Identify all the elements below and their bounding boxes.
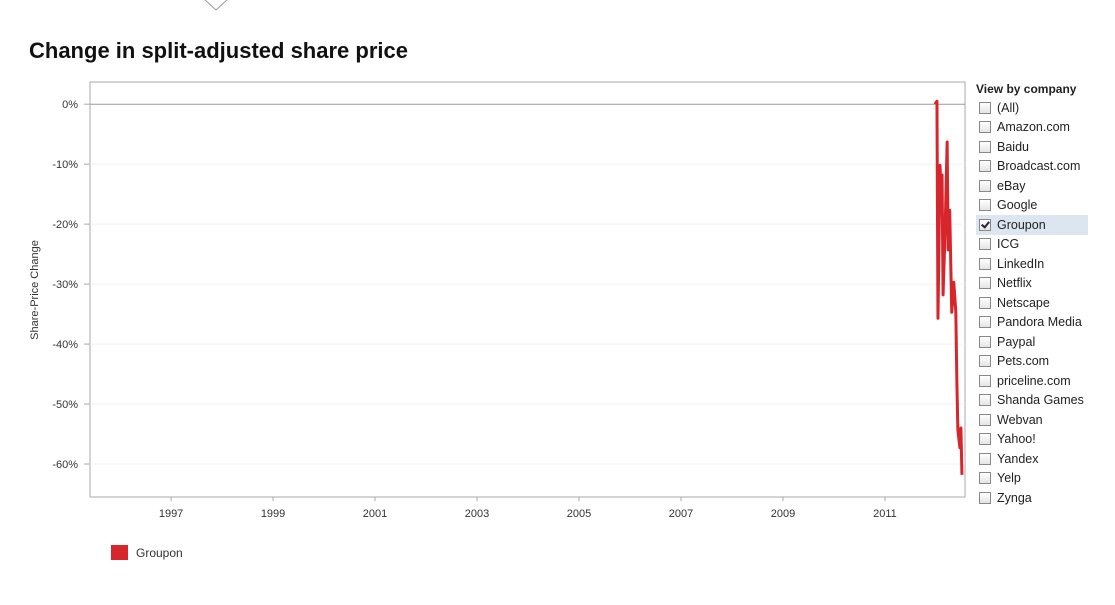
filter-item[interactable]: Pets.com [976,352,1088,372]
filter-label: Pandora Media [997,315,1082,330]
y-tick-label: -40% [52,339,78,351]
filter-item[interactable]: Shanda Games [976,391,1088,411]
filter-item[interactable]: Netflix [976,274,1088,294]
filter-item[interactable]: eBay [976,176,1088,196]
filter-item[interactable]: Amazon.com [976,118,1088,138]
filter-item[interactable]: priceline.com [976,371,1088,391]
checkbox[interactable] [979,296,991,309]
filter-item[interactable]: Broadcast.com [976,157,1088,177]
chart-title: Change in split-adjusted share price [29,38,408,63]
checkbox[interactable] [979,160,991,173]
filter-label: Webvan [997,412,1043,427]
filter-item[interactable]: (All) [976,98,1088,118]
filter-label: Zynga [997,490,1032,505]
y-tick-label: -50% [52,399,78,411]
filter-panel: View by company (All) Amazon.com Baidu Broa… [976,82,1088,508]
filter-item[interactable]: Yahoo! [976,430,1088,450]
checkbox[interactable] [979,472,991,485]
checkbox[interactable] [979,433,991,446]
legend-swatch [111,545,128,560]
checkbox[interactable] [979,277,991,290]
filter-label: Yandex [997,451,1039,466]
checkbox[interactable] [979,316,991,329]
x-tick-label: 2007 [669,508,693,520]
checkbox[interactable] [979,199,991,212]
y-axis-label: Share-Price Change [29,240,41,340]
filter-label: Yahoo! [997,432,1036,447]
x-tick-label: 1999 [261,508,285,520]
filter-label: ICG [997,237,1020,252]
y-tick-label: -60% [52,459,78,471]
y-tick-label: -10% [52,159,78,171]
y-tick-label: 0% [62,99,78,111]
checkbox[interactable] [979,374,991,387]
filter-label: LinkedIn [997,256,1045,271]
filter-item[interactable]: LinkedIn [976,254,1088,274]
x-tick-label: 2003 [465,508,489,520]
filter-item[interactable]: ICG [976,235,1088,255]
filter-label: Broadcast.com [997,159,1081,174]
filter-item[interactable]: Paypal [976,332,1088,352]
checkbox[interactable] [979,491,991,504]
checkbox[interactable] [979,218,991,231]
checkbox[interactable] [979,413,991,426]
filter-item[interactable]: Netscape [976,293,1088,313]
checkbox[interactable] [979,121,991,134]
filter-label: Paypal [997,334,1036,349]
checkbox[interactable] [979,355,991,368]
filter-label: Netscape [997,295,1050,310]
filter-item[interactable]: Groupon [976,215,1088,235]
plot-frame [89,81,966,498]
filter-label: (All) [997,100,1020,115]
y-tick-label: -30% [52,279,78,291]
checkbox[interactable] [979,238,991,251]
filter-label: Amazon.com [997,120,1070,135]
filter-item[interactable]: Pandora Media [976,313,1088,333]
filter-item[interactable]: Webvan [976,410,1088,430]
filter-item[interactable]: Yelp [976,469,1088,489]
x-tick-label: 1997 [159,508,183,520]
filter-label: Baidu [997,139,1029,154]
checkbox[interactable] [979,335,991,348]
x-tick-label: 2011 [873,508,897,520]
x-tick-label: 2001 [363,508,387,520]
checkbox[interactable] [979,394,991,407]
y-tick-label: -20% [52,219,78,231]
filter-label: eBay [997,178,1026,193]
checkbox[interactable] [979,140,991,153]
filter-label: Google [997,198,1038,213]
filter-label: priceline.com [997,373,1071,388]
filter-item[interactable]: Google [976,196,1088,216]
legend-label: Groupon [136,546,183,560]
notch [204,0,228,11]
x-tick-label: 2005 [567,508,591,520]
filter-item[interactable]: Zynga [976,488,1088,508]
filter-label: Yelp [997,471,1021,486]
filter-title: View by company [976,82,1077,96]
x-tick-label: 2009 [771,508,795,520]
filter-item[interactable]: Yandex [976,449,1088,469]
filter-label: Pets.com [997,354,1050,369]
checkbox[interactable] [979,452,991,465]
filter-item[interactable]: Baidu [976,137,1088,157]
line-series [933,99,964,475]
filter-label: Shanda Games [997,393,1084,408]
checkbox[interactable] [979,101,991,114]
checkbox[interactable] [979,257,991,270]
filter-label: Groupon [997,217,1046,232]
filter-label: Netflix [997,276,1032,291]
checkbox[interactable] [979,179,991,192]
